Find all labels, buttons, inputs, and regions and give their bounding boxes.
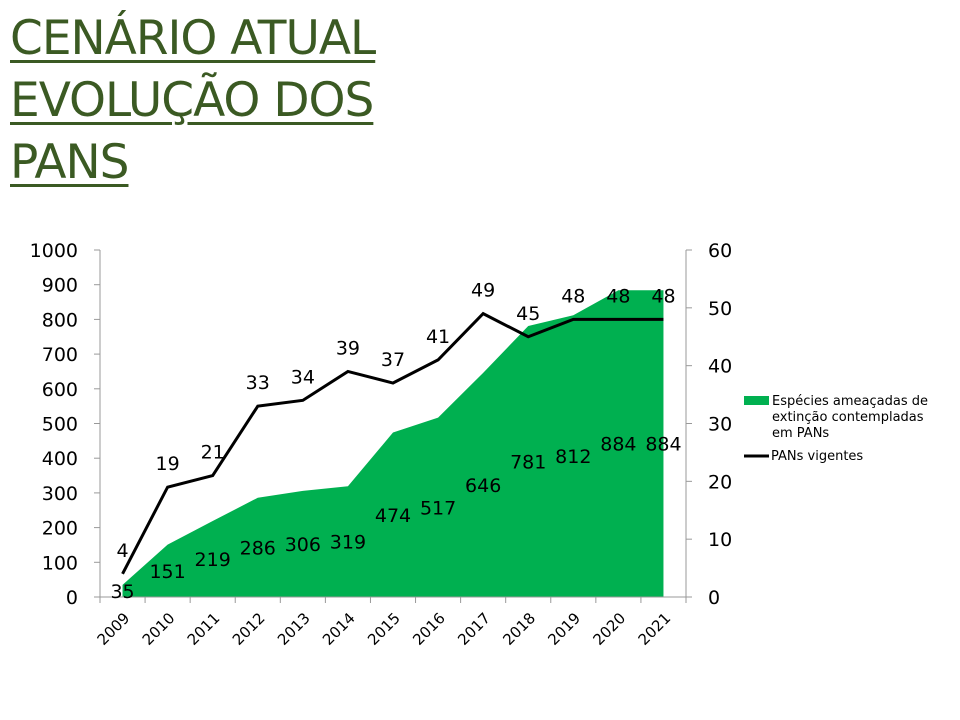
slide-title: CENÁRIO ATUAL EVOLUÇÃO DOS PANS [10,8,376,194]
x-tick-label: 2012 [229,609,269,649]
left-tick-label: 100 [42,552,78,574]
x-tick-label: 2020 [589,609,629,649]
right-tick-label: 20 [708,471,732,493]
right-tick-label: 50 [708,298,732,320]
area-data-label: 884 [645,434,681,456]
legend-label-area: em PANs [772,426,829,441]
x-tick-label: 2011 [184,609,224,649]
line-data-label: 49 [471,280,495,302]
title-line: CENÁRIO ATUAL [10,11,376,66]
line-series [121,311,664,575]
line-data-label: 33 [246,372,270,394]
left-tick-label: 600 [42,379,78,401]
area-data-label: 474 [375,505,411,527]
x-tick-label: 2018 [499,609,539,649]
title-line: PANS [10,135,129,190]
area-data-label: 781 [510,451,546,473]
right-tick-label: 60 [708,240,732,262]
left-tick-label: 200 [42,518,78,540]
x-tick-label: 2014 [319,609,359,649]
line-data-label: 39 [336,337,360,359]
x-tick-label: 2009 [94,609,134,649]
area-data-label: 151 [149,561,185,583]
left-tick-label: 500 [42,414,78,436]
legend-label-area: Espécies ameaçadas de [772,394,928,409]
left-tick-label: 800 [42,309,78,331]
area-data-label: 319 [330,532,366,554]
line-data-label: 34 [291,366,315,388]
line-data-label: 37 [381,349,405,371]
left-tick-label: 900 [42,275,78,297]
right-tick-label: 10 [708,529,732,551]
right-tick-label: 0 [708,587,720,609]
line-data-label: 21 [201,442,225,464]
area-data-label: 646 [465,475,501,497]
x-tick-label: 2021 [635,609,675,649]
x-tick-label: 2016 [409,609,449,649]
right-tick-label: 30 [708,414,732,436]
legend-label-line: PANs vigentes [771,449,863,464]
line-data-label: 48 [561,285,585,307]
area-data-label: 219 [195,549,231,571]
x-tick-label: 2013 [274,609,314,649]
area-series [122,290,664,597]
right-tick-label: 40 [708,356,732,378]
area-data-label: 517 [420,497,456,519]
area-data-label: 286 [240,537,276,559]
area-data-label: 306 [285,534,321,556]
left-tick-label: 300 [42,483,78,505]
left-tick-label: 0 [66,587,78,609]
line-data-label: 41 [426,326,450,348]
line-data-label: 19 [156,453,180,475]
title-line: EVOLUÇÃO DOS [10,73,374,128]
x-tick-label: 2019 [544,609,584,649]
x-tick-label: 2010 [139,609,179,649]
legend-swatch-area [744,396,769,405]
left-tick-label: 1000 [30,240,78,262]
x-tick-label: 2017 [454,609,494,649]
line-data-label: 4 [116,540,128,562]
line-data-label: 48 [651,285,675,307]
area-data-label: 884 [600,434,636,456]
line-data-label: 48 [606,285,630,307]
legend-label-area: extinção contempladas [772,410,924,425]
left-tick-label: 400 [42,448,78,470]
left-tick-label: 700 [42,344,78,366]
area-data-label: 812 [555,446,591,468]
x-tick-label: 2015 [364,609,404,649]
line-data-label: 45 [516,303,540,325]
area-data-label: 35 [110,581,134,603]
